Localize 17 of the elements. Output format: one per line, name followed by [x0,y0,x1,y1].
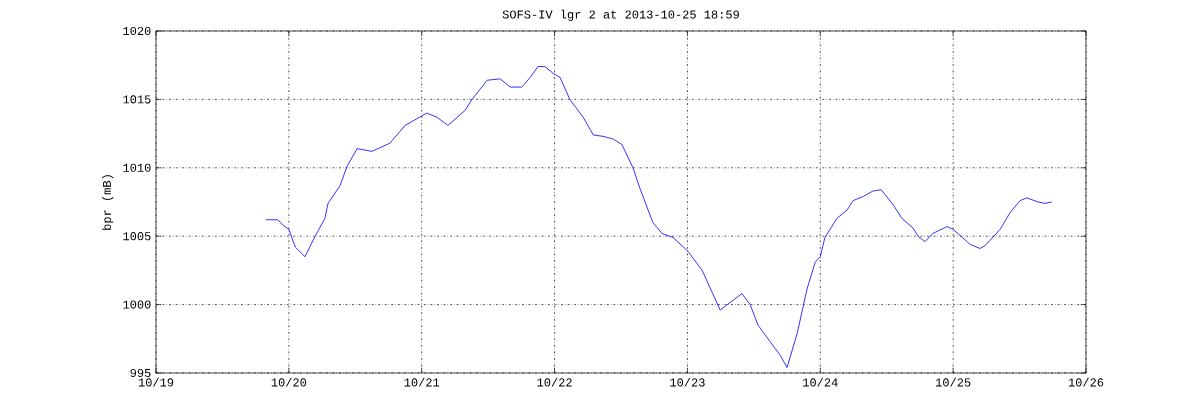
y-tick-label: 1020 [123,26,151,36]
x-tick-label: 10/23 [670,377,705,387]
x-tick-label: 10/19 [138,377,174,387]
x-tick-label: 10/22 [537,377,572,387]
x-tick-label: 10/25 [935,377,971,387]
y-tick-label: 1010 [123,163,151,172]
x-tick-label: 10/24 [803,377,838,387]
x-tick-label: 10/26 [1068,377,1104,387]
y-tick-label: 1005 [123,232,151,241]
x-tick-label: 10/21 [404,377,440,387]
x-tick-label: 10/20 [271,377,307,387]
chart-title: SOFS-IV lgr 2 at 2013-10-25 18:59 [502,9,739,21]
y-axis-title: bpr (mB) [102,175,114,230]
y-tick-label: 1000 [123,300,151,309]
line-series [265,66,1053,368]
y-tick-label: 995 [130,368,151,378]
y-tick-label: 1015 [123,95,151,104]
